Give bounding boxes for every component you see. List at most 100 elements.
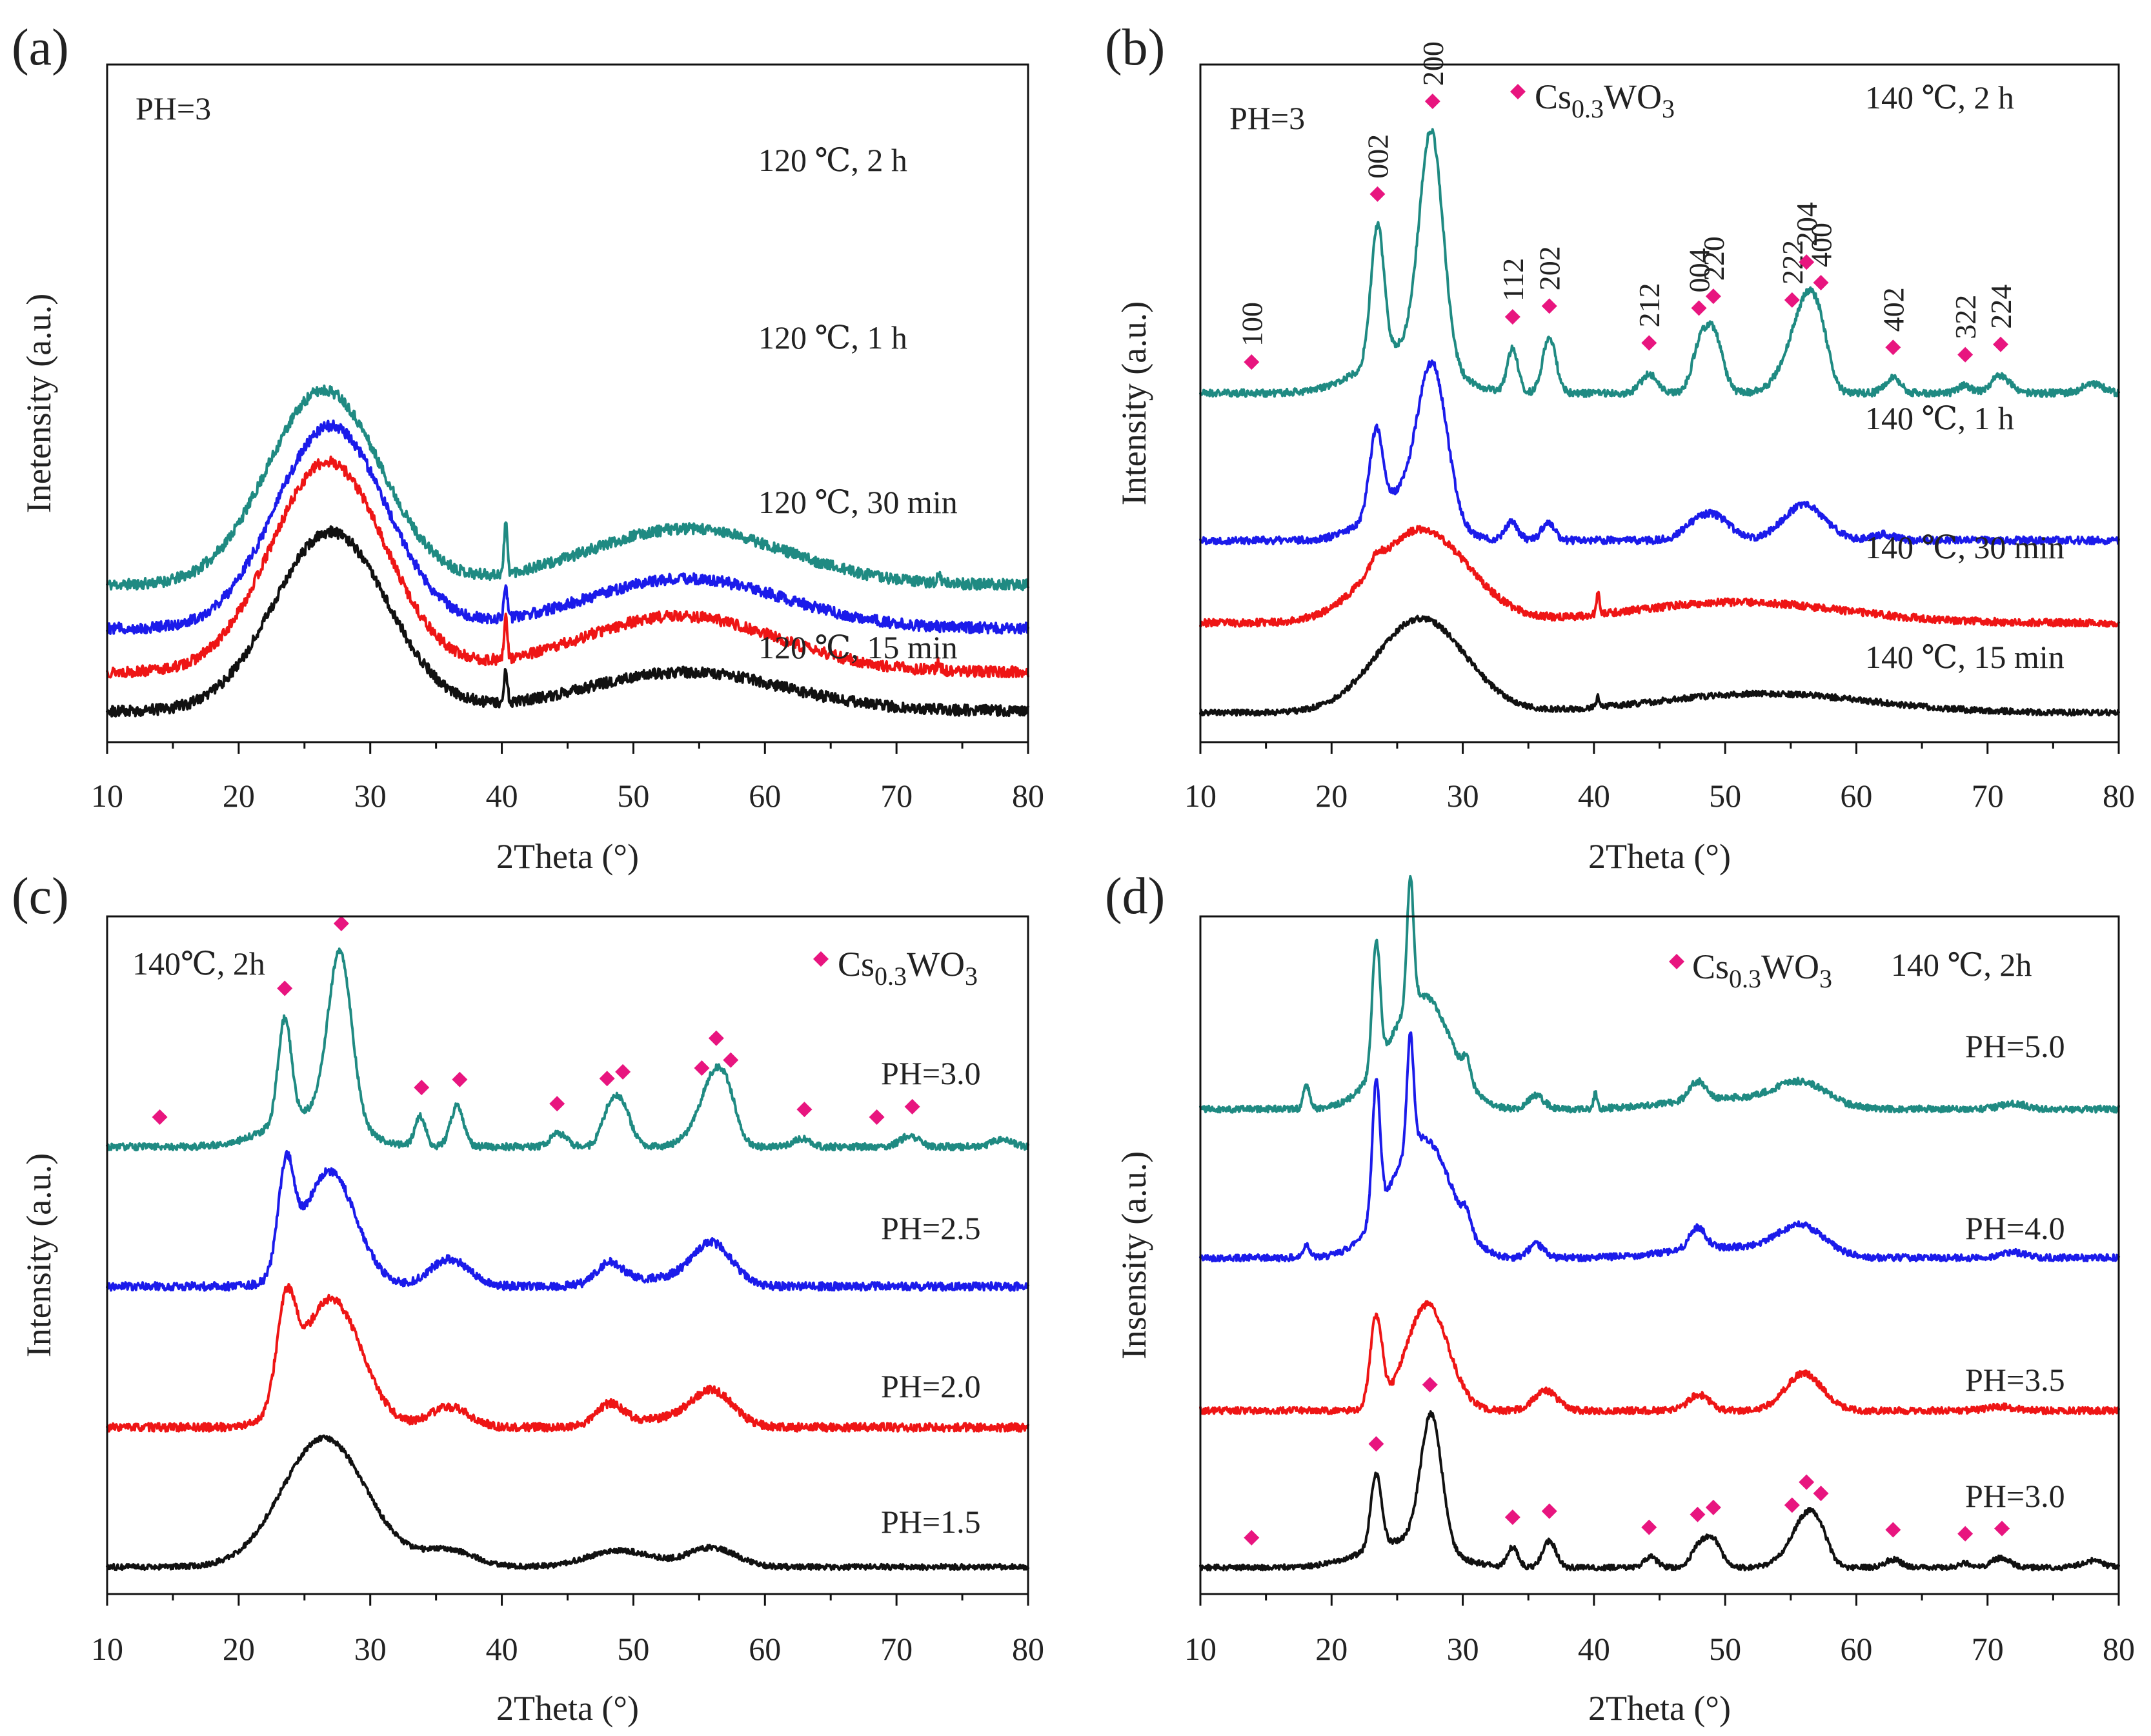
miller-index-label: 204 [1790,202,1823,247]
trace-140-15-min [1199,614,2120,717]
y-axis-label: Insensity (a.u.) [1115,1151,1153,1359]
trace-ph-2.0 [106,1283,1029,1433]
legend-part: Cs [1535,77,1571,116]
phase-marker [1799,254,1815,270]
legend-marker [813,951,829,967]
miller-index-label: 100 [1235,302,1268,347]
series-label: 120 ℃, 2 h [758,142,907,178]
y-axis-label: Inetensity (a.u.) [19,294,58,513]
legend-label: Cs0.3WO3 [1692,947,1832,993]
x-tick-label: 50 [617,778,649,814]
y-axis-label: Intensity (a.u.) [1115,301,1153,505]
phase-marker [615,1064,631,1080]
series-label: 140 ℃, 15 min [1865,639,2065,675]
panel-d: (d) PH=5.0 PH=4.0 PH=3.5 PH=3.0 140 ℃, 2h Cs0.… [1105,868,2135,1728]
x-tick-label: 10 [91,778,123,814]
legend-part: 3 [1662,94,1675,123]
panel-c: (c) PH=3.0 PH=2.5 PH=2.0 PH=1.5 140℃, 2h Cs0.3… [12,868,1044,1728]
phase-marker [1504,309,1520,325]
phase-marker [452,1071,468,1087]
phase-marker [1244,1529,1260,1546]
phase-marker [1813,275,1829,291]
x-tick-label: 40 [486,778,518,814]
legend-part: 0.3 [874,962,907,991]
phase-marker [414,1080,430,1096]
phase-marker [1541,298,1557,314]
x-tick-label: 10 [91,1631,123,1667]
panel-letter: (b) [1105,19,1165,76]
trace-140-30-min [1199,525,2120,628]
phase-marker [1641,335,1657,351]
legend-part: 0.3 [1729,964,1761,993]
miller-index-label: 004 [1682,248,1715,292]
legend-part: 3 [1819,964,1832,993]
x-tick-label: 20 [1315,1631,1348,1667]
phase-marker [723,1052,739,1068]
phase-marker [1784,292,1800,308]
miller-index-label: 212 [1633,283,1666,327]
x-tick-label: 60 [1840,778,1872,814]
y-axis-label: Intensity (a.u.) [19,1153,58,1357]
phase-marker [1691,300,1707,316]
phase-marker [1504,1509,1520,1526]
x-tick-label: 50 [1709,778,1741,814]
trace-120-15-min [106,525,1029,718]
series-label: 140 ℃, 30 min [1865,529,2065,565]
panel-b: (b) 140 ℃, 2 h 140 ℃, 1 h 140 ℃, 30 min 140 … [1105,19,2135,876]
series-label: 120 ℃, 30 min [758,484,958,520]
x-tick-label: 70 [880,1631,913,1667]
phase-marker [1784,1497,1800,1513]
trace-120-30-min [106,455,1029,679]
panel-letter: (a) [12,19,69,76]
condition-annotation: 140 ℃, 2h [1891,947,2032,983]
phase-marker [333,915,349,931]
phase-marker [1705,1499,1721,1515]
series-label: PH=4.0 [1965,1210,2065,1246]
series-label: PH=1.5 [881,1504,981,1540]
trace-ph-2.5 [106,1150,1029,1292]
x-axis-label: 2Theta (°) [496,837,639,876]
phase-marker [277,980,293,996]
phase-marker [694,1060,710,1076]
trace-ph-4.0 [1199,1031,2120,1263]
phase-marker [1705,288,1721,305]
phase-marker [1799,1474,1815,1490]
x-tick-label: 60 [1840,1631,1872,1667]
phase-marker [869,1109,885,1125]
x-tick-label: 40 [486,1631,518,1667]
phase-marker [1994,1520,2010,1537]
miller-index-label: 220 [1697,236,1730,281]
trace-120-1-h [106,419,1029,635]
series-label: 120 ℃, 1 h [758,319,907,356]
x-tick-label: 50 [1709,1631,1741,1667]
legend-part: WO [907,945,965,984]
phase-marker [1541,1503,1557,1519]
phase-marker [1690,1506,1706,1522]
x-tick-label: 80 [1012,1631,1044,1667]
phase-marker [904,1098,920,1115]
phase-marker [1993,336,2009,352]
x-tick-label: 20 [223,778,255,814]
x-tick-label: 80 [1012,778,1044,814]
trace-ph-1.5 [106,1434,1029,1571]
panel-a: (a) 120 ℃, 2 h 120 ℃, 1 h 120 ℃, 30 min 120 … [12,19,1044,876]
plot-frame [106,915,1029,1595]
legend-part: WO [1604,77,1662,116]
series-label: PH=3.0 [881,1055,981,1091]
x-tick-label: 30 [354,1631,387,1667]
phase-marker [1422,1377,1438,1393]
legend-part: 0.3 [1571,94,1604,123]
x-tick-label: 70 [880,778,913,814]
miller-index-label: 224 [1984,285,2017,329]
phase-marker [1368,1436,1384,1452]
trace-120-2-h [106,384,1029,592]
phase-marker [708,1030,724,1046]
legend-part: 3 [965,962,978,991]
legend-part: Cs [838,945,874,984]
miller-index-label: 002 [1361,134,1394,179]
x-tick-label: 70 [1972,778,2004,814]
phase-marker [599,1071,615,1087]
x-tick-label: 10 [1184,778,1217,814]
trace-140-2-h [1199,128,2120,398]
x-tick-label: 40 [1578,778,1610,814]
